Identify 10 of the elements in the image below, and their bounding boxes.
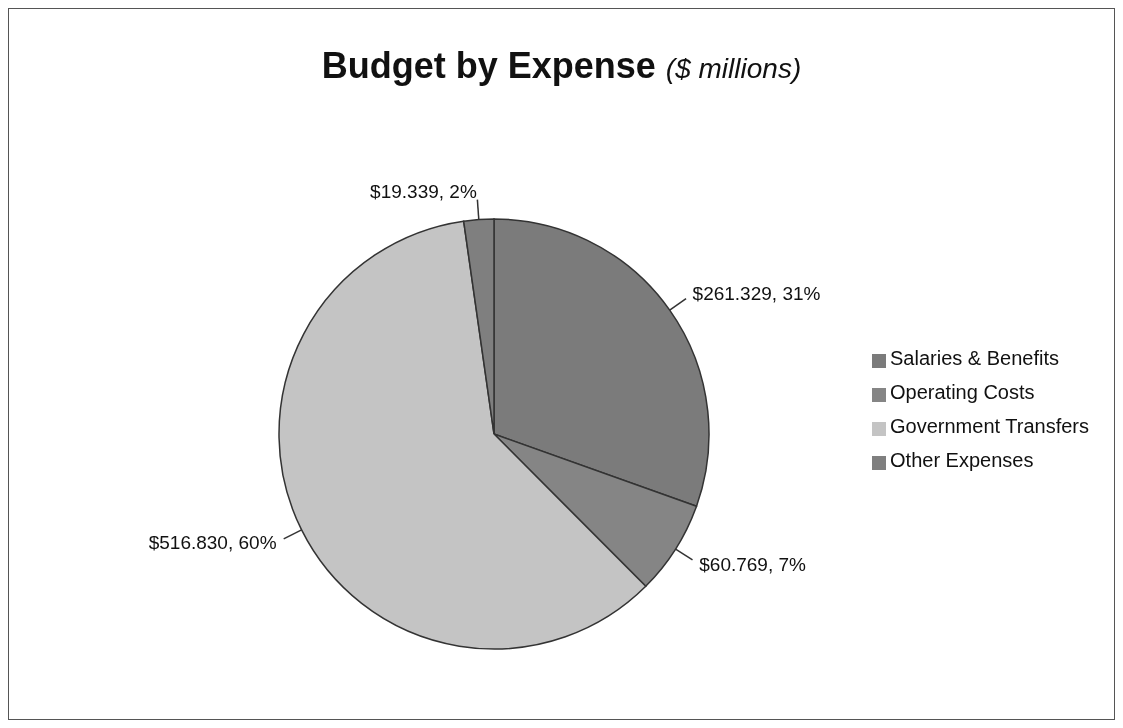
chart-subtitle: ($ millions) [665,53,802,84]
legend-label: Government Transfers [890,415,1089,437]
legend-label: Operating Costs [890,381,1035,403]
legend-label: Other Expenses [890,449,1034,471]
data-label: $60.769, 7% [699,553,807,575]
data-label: $261.329, 31% [692,283,821,305]
data-label: $516.830, 60% [148,531,277,553]
legend-label: Salaries & Benefits [890,347,1060,369]
data-label: $19.339, 2% [370,181,477,203]
chart-title: Budget by Expense [321,45,656,86]
